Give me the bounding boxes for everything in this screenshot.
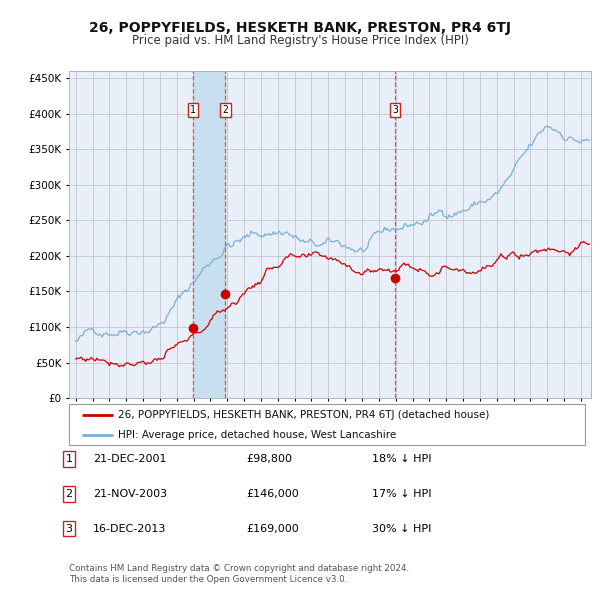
Text: 17% ↓ HPI: 17% ↓ HPI: [372, 489, 431, 499]
Text: 16-DEC-2013: 16-DEC-2013: [93, 524, 166, 533]
Text: 30% ↓ HPI: 30% ↓ HPI: [372, 524, 431, 533]
Text: Contains HM Land Registry data © Crown copyright and database right 2024.: Contains HM Land Registry data © Crown c…: [69, 565, 409, 573]
Text: 1: 1: [190, 105, 196, 115]
Text: 26, POPPYFIELDS, HESKETH BANK, PRESTON, PR4 6TJ (detached house): 26, POPPYFIELDS, HESKETH BANK, PRESTON, …: [118, 410, 490, 420]
Text: This data is licensed under the Open Government Licence v3.0.: This data is licensed under the Open Gov…: [69, 575, 347, 584]
Text: £98,800: £98,800: [246, 454, 292, 464]
Text: 2: 2: [223, 105, 229, 115]
Text: 3: 3: [65, 524, 73, 533]
Text: 21-DEC-2001: 21-DEC-2001: [93, 454, 167, 464]
Text: 26, POPPYFIELDS, HESKETH BANK, PRESTON, PR4 6TJ: 26, POPPYFIELDS, HESKETH BANK, PRESTON, …: [89, 21, 511, 35]
Bar: [193, 71, 226, 398]
Text: £146,000: £146,000: [246, 489, 299, 499]
Text: 1: 1: [65, 454, 73, 464]
FancyBboxPatch shape: [69, 404, 585, 445]
Text: HPI: Average price, detached house, West Lancashire: HPI: Average price, detached house, West…: [118, 430, 396, 440]
Text: Price paid vs. HM Land Registry's House Price Index (HPI): Price paid vs. HM Land Registry's House …: [131, 34, 469, 47]
Text: 18% ↓ HPI: 18% ↓ HPI: [372, 454, 431, 464]
Text: 2: 2: [65, 489, 73, 499]
Text: 3: 3: [392, 105, 398, 115]
Text: 21-NOV-2003: 21-NOV-2003: [93, 489, 167, 499]
Text: £169,000: £169,000: [246, 524, 299, 533]
